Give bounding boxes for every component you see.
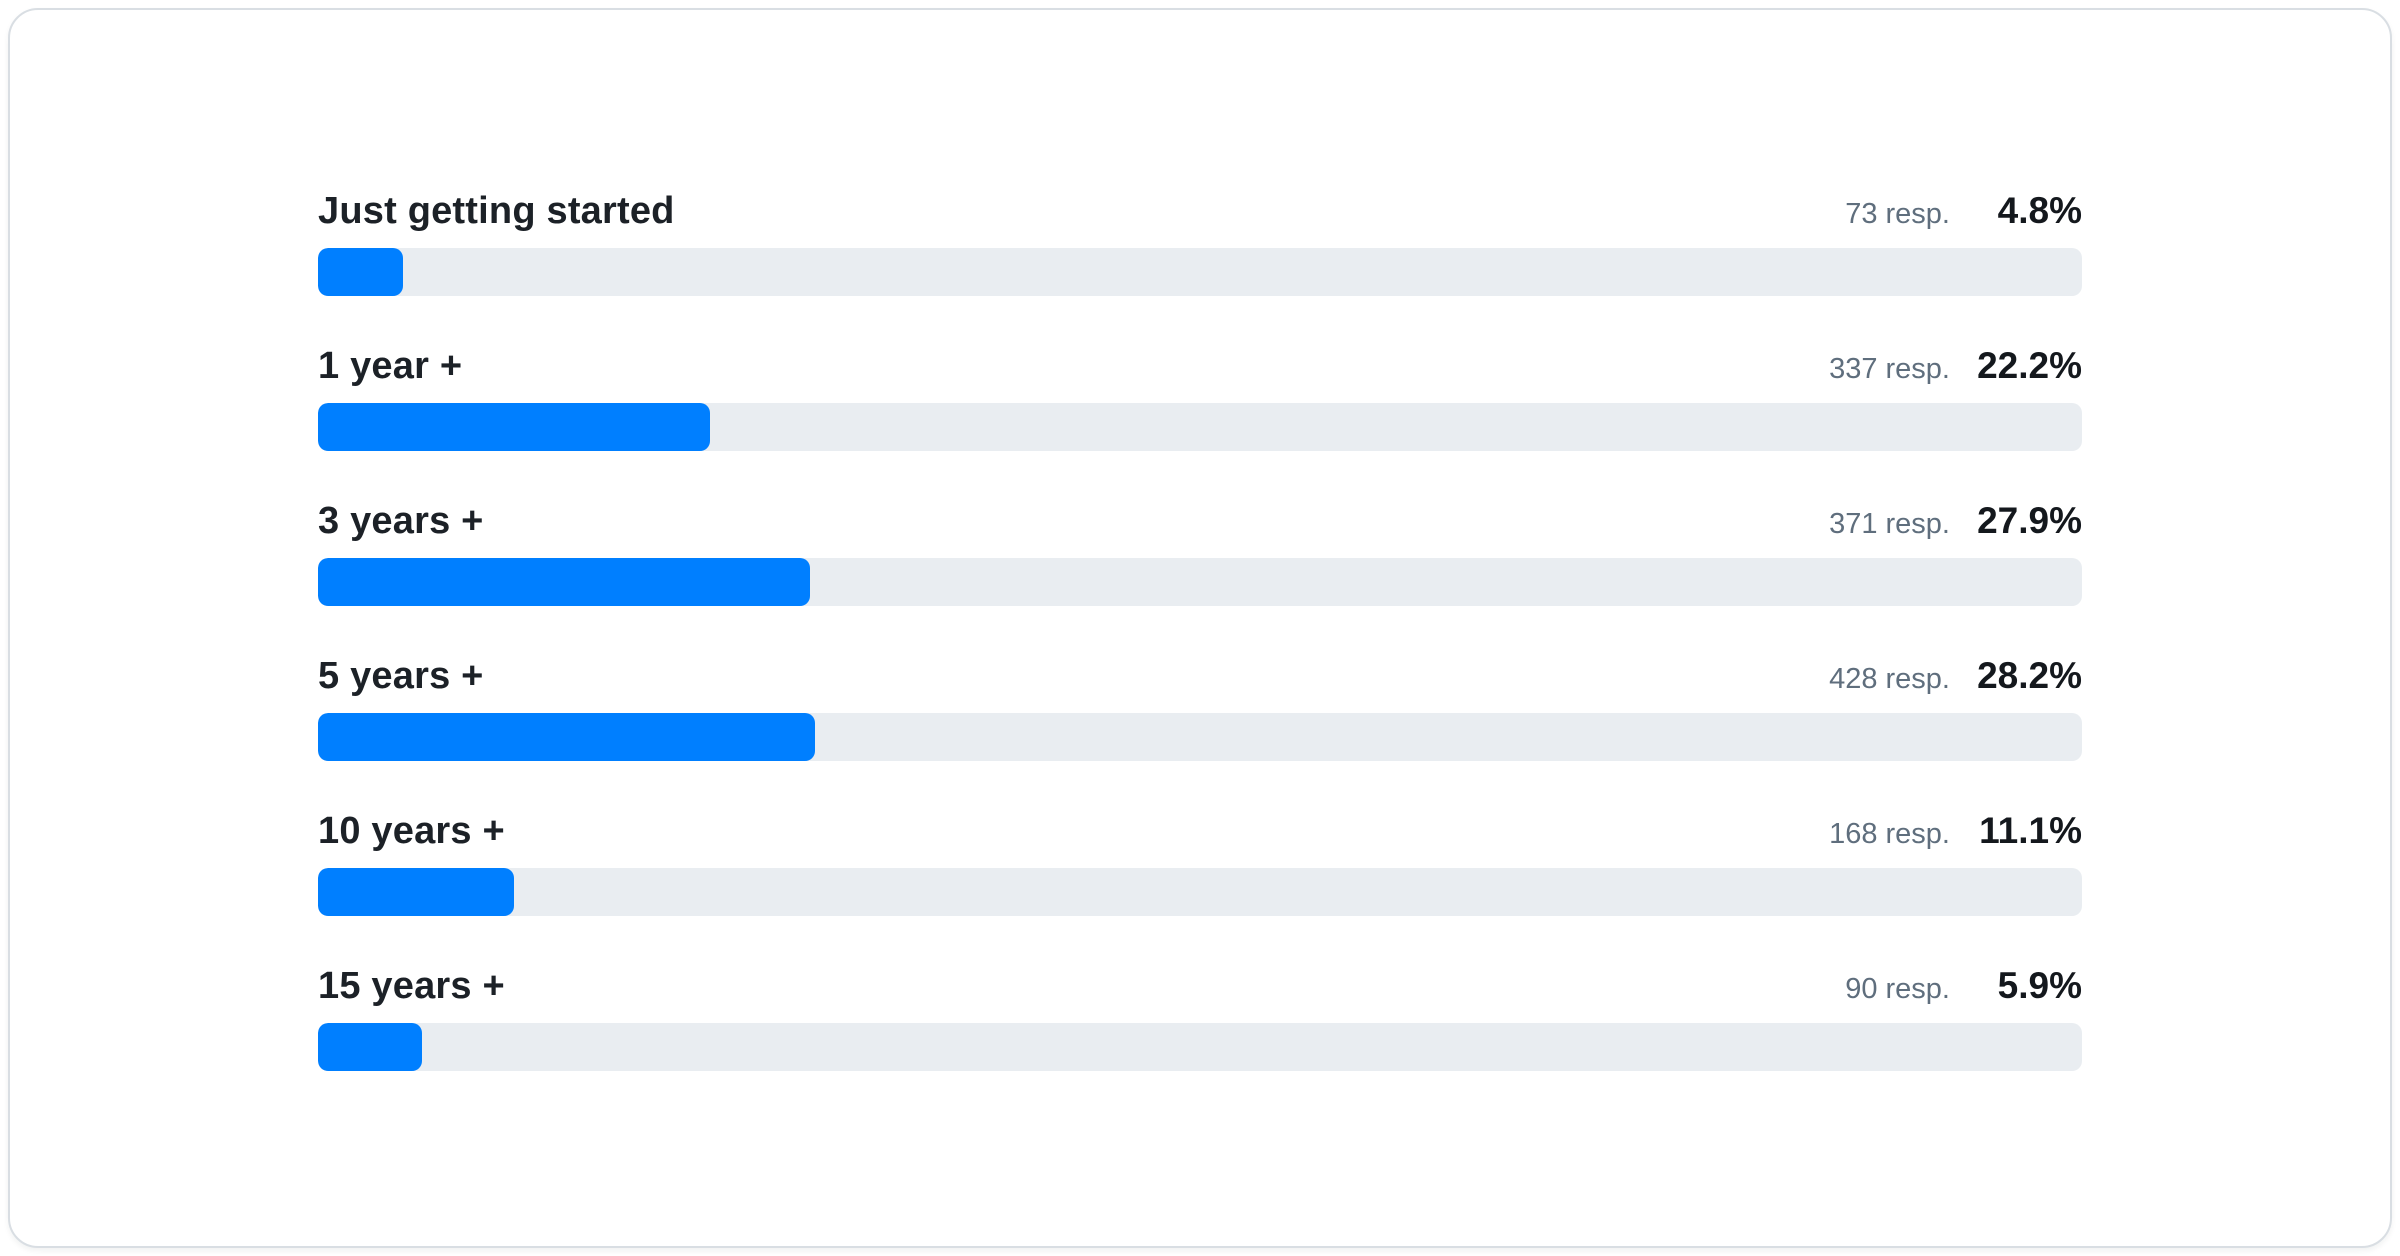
bar-track [318,713,2082,761]
answer-label: 15 years + [318,965,505,1007]
row-header: 3 years + 371 resp. 27.9% [318,500,2082,546]
row-values: 90 resp. 5.9% [1845,965,2082,1007]
row-values: 428 resp. 28.2% [1829,655,2082,697]
bar-track [318,868,2082,916]
row-header: 1 year + 337 resp. 22.2% [318,345,2082,391]
answer-label: 10 years + [318,810,505,852]
response-count: 337 resp. [1829,353,1950,385]
bar-fill [318,713,816,761]
row-header: Just getting started 73 resp. 4.8% [318,190,2082,236]
results-card: Just getting started 73 resp. 4.8% 1 yea… [8,8,2392,1248]
result-row: 1 year + 337 resp. 22.2% [318,345,2082,451]
bar-track [318,558,2082,606]
bar-track [318,248,2082,296]
answer-label: 3 years + [318,500,484,542]
bar-fill [318,1023,423,1071]
result-row: Just getting started 73 resp. 4.8% [318,190,2082,296]
survey-results-chart: Just getting started 73 resp. 4.8% 1 yea… [318,10,2082,1071]
result-row: 10 years + 168 resp. 11.1% [318,810,2082,916]
bar-track [318,1023,2082,1071]
response-count: 371 resp. [1829,508,1950,540]
bar-fill [318,248,403,296]
response-count: 168 resp. [1829,818,1950,850]
row-values: 73 resp. 4.8% [1845,190,2082,232]
row-header: 15 years + 90 resp. 5.9% [318,965,2082,1011]
result-row: 15 years + 90 resp. 5.9% [318,965,2082,1071]
response-count: 73 resp. [1845,198,1950,230]
percent-value: 22.2% [1977,345,2082,386]
answer-label: 5 years + [318,655,484,697]
answer-label: Just getting started [318,190,675,232]
response-count: 90 resp. [1845,973,1950,1005]
percent-value: 5.9% [1997,965,2082,1006]
bar-track [318,403,2082,451]
bar-fill [318,558,811,606]
row-header: 5 years + 428 resp. 28.2% [318,655,2082,701]
answer-label: 1 year + [318,345,463,387]
percent-value: 4.8% [1997,190,2082,231]
response-count: 428 resp. [1829,663,1950,695]
row-values: 168 resp. 11.1% [1829,810,2082,852]
row-values: 371 resp. 27.9% [1829,500,2082,542]
percent-value: 27.9% [1977,500,2082,541]
row-values: 337 resp. 22.2% [1829,345,2082,387]
bar-fill [318,403,710,451]
row-header: 10 years + 168 resp. 11.1% [318,810,2082,856]
bar-fill [318,868,514,916]
percent-value: 11.1% [1979,810,2082,851]
result-row: 5 years + 428 resp. 28.2% [318,655,2082,761]
percent-value: 28.2% [1977,655,2082,696]
result-row: 3 years + 371 resp. 27.9% [318,500,2082,606]
